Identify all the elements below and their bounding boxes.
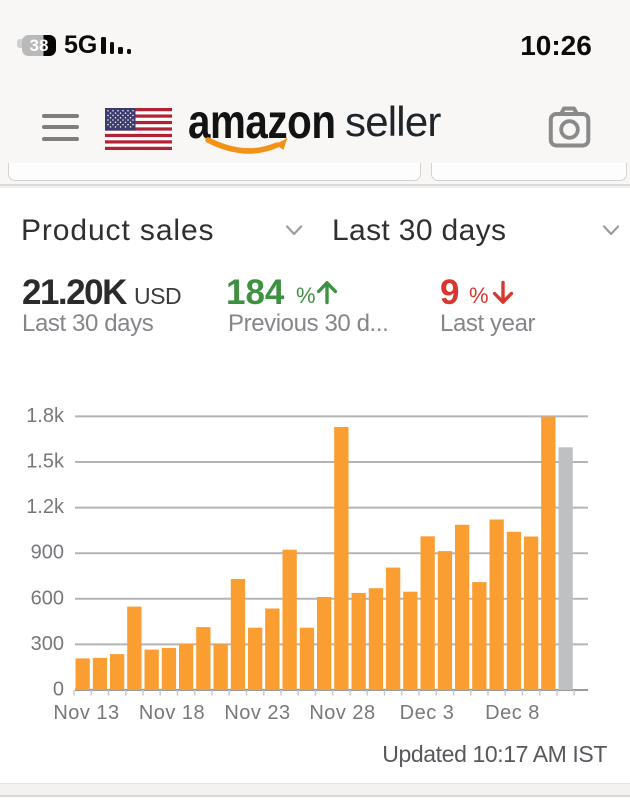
svg-text:Dec 8: Dec 8 bbox=[485, 702, 540, 724]
svg-text:Nov 13: Nov 13 bbox=[53, 702, 119, 724]
svg-text:1.8k: 1.8k bbox=[26, 405, 65, 427]
svg-text:300: 300 bbox=[31, 633, 64, 655]
svg-text:Nov 23: Nov 23 bbox=[224, 702, 290, 724]
svg-text:900: 900 bbox=[31, 542, 64, 564]
svg-text:Nov 18: Nov 18 bbox=[139, 702, 205, 724]
svg-text:1.2k: 1.2k bbox=[26, 496, 65, 518]
svg-text:600: 600 bbox=[31, 587, 64, 609]
svg-text:0: 0 bbox=[53, 679, 64, 701]
svg-text:1.5k: 1.5k bbox=[26, 451, 65, 473]
svg-text:Nov 28: Nov 28 bbox=[309, 702, 375, 724]
svg-text:Dec 3: Dec 3 bbox=[400, 702, 455, 724]
